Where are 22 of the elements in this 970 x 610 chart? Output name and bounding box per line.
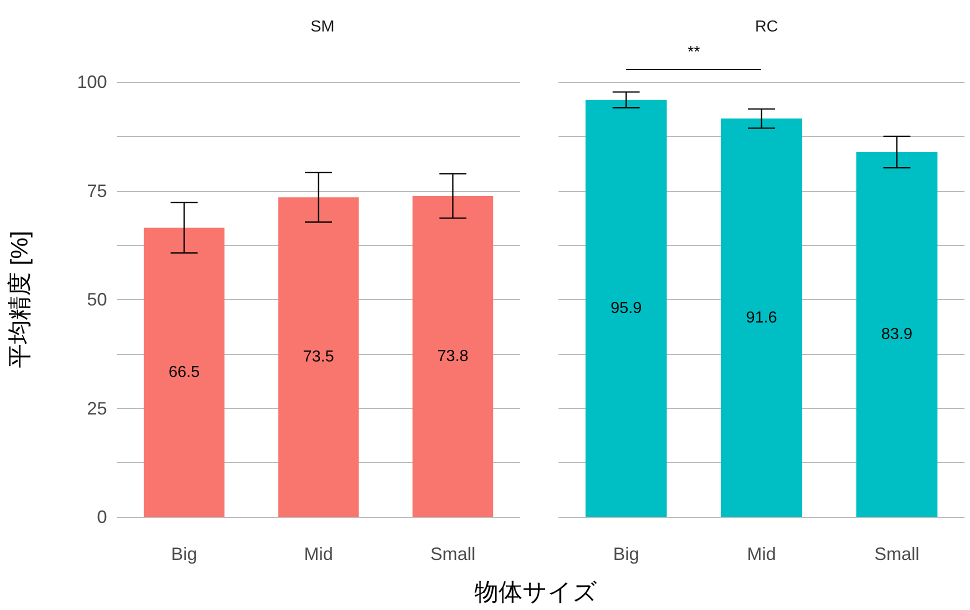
data-label: 73.8 — [437, 348, 469, 365]
y-tick-label: 100 — [76, 72, 107, 92]
x-tick-label: Mid — [304, 544, 334, 564]
x-tick-label: Small — [874, 544, 920, 564]
chart-title: SM — [310, 18, 334, 36]
x-axis-title: 物体サイズ — [474, 578, 598, 608]
y-tick-label: 75 — [86, 180, 107, 201]
y-tick-label: 0 — [96, 507, 107, 527]
data-label: 91.6 — [746, 309, 778, 326]
text: ** — [688, 44, 700, 62]
x-tick-label: Big — [171, 544, 198, 564]
x-tick-label: Small — [430, 544, 476, 564]
x-tick-label: Big — [613, 544, 640, 564]
data-label: 66.5 — [168, 364, 200, 381]
y-axis-title: 平均精度 [%] — [6, 230, 34, 368]
y-tick-label: 50 — [86, 290, 107, 310]
x-tick-label: Mid — [746, 544, 776, 564]
data-label: 83.9 — [881, 326, 913, 344]
data-label: 73.5 — [302, 348, 334, 366]
y-tick-label: 25 — [86, 398, 107, 418]
data-label: 95.9 — [610, 300, 642, 317]
chart-title: RC — [754, 18, 778, 36]
